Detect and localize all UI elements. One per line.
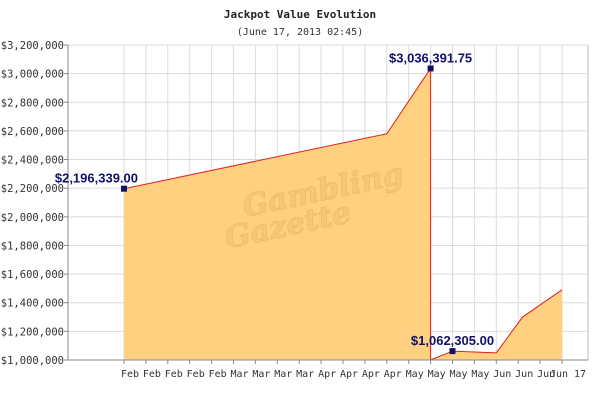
data-label: $2,196,339.00 [55,171,138,186]
data-label: $3,036,391.75 [389,50,472,65]
y-tick-label: $1,200,000 [1,326,64,338]
y-tick-label: $3,000,000 [1,69,64,81]
x-tick-label: Mar [230,369,248,380]
x-tick-label: Mar [274,369,292,380]
x-tick-label: May [449,369,467,380]
x-tick-label: Jun [537,369,555,380]
axes: $1,000,000 $1,200,000 $1,400,000 $1,600,000… [1,40,588,380]
chart-title: Jackpot Value Evolution [224,8,376,21]
x-tick-label: Feb [165,369,183,380]
series-line [123,66,563,361]
x-tick-label: Feb [143,369,161,380]
data-label: $1,062,305.00 [411,333,494,348]
x-tick-label: Apr [384,369,402,380]
y-tick-label: $1,000,000 [1,355,64,367]
x-tick-label: Feb [209,369,227,380]
markers: $2,196,339.00 $3,036,391.75 $1,062,305.00 [55,50,494,355]
x-tick-label: Feb [121,369,139,380]
series-area [124,68,431,361]
x-tick-label: Apr [362,369,380,380]
x-tick-label: Apr [318,369,336,380]
area-layer [123,66,563,361]
x-tick-label: Mar [252,369,270,380]
y-tick-label: $1,800,000 [1,240,64,252]
data-marker [427,65,434,72]
x-tick-label: May [428,369,446,380]
x-tick-label: Apr [340,369,358,380]
y-tick-label: $3,200,000 [1,40,64,52]
y-tick-label: $2,200,000 [1,183,64,195]
chart-subtitle: (June 17, 2013 02:45) [237,27,363,38]
x-tick-label: Jun [493,369,511,380]
data-marker [121,185,127,192]
x-tick-label: May [406,369,424,380]
y-tick-label: $1,400,000 [1,298,64,310]
x-tick-label: May [471,369,489,380]
y-tick-label: $2,000,000 [1,212,64,224]
x-tick-label: Feb [187,369,205,380]
y-tick-label: $2,600,000 [1,126,64,138]
y-tick-label: $2,800,000 [1,97,64,109]
data-marker [449,348,456,355]
x-tick-label: Jun 17 [550,369,586,380]
y-tick-label: $1,600,000 [1,269,64,281]
y-tick-label: $2,400,000 [1,155,64,167]
x-tick-label: Jun [515,369,533,380]
x-tick-label: Mar [296,369,314,380]
series-area [430,289,562,360]
